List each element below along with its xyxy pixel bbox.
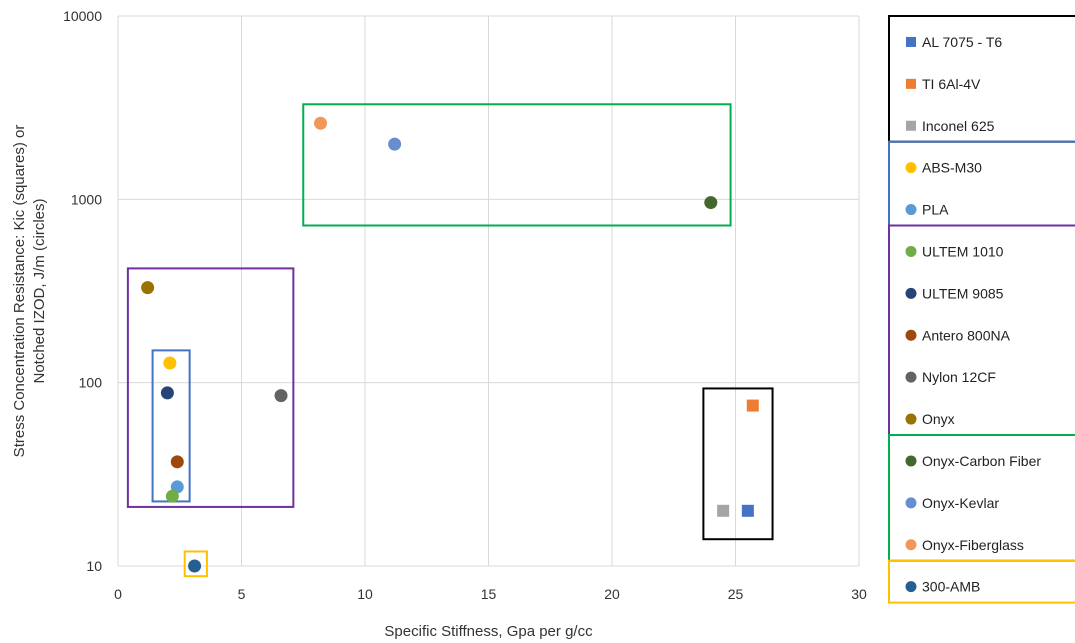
y-tick-label: 10: [86, 558, 102, 574]
y-axis-title-line: Stress Concentration Resistance: Kic (sq…: [11, 125, 28, 458]
x-tick-labels: 0 5 10 15 20 25 30: [114, 586, 867, 602]
y-axis-title-line: Notched IZOD, J/m (circles): [31, 198, 48, 383]
x-tick-label: 30: [851, 586, 867, 602]
x-tick-label: 10: [357, 586, 373, 602]
data-point-circle: [388, 137, 402, 151]
legend-label: Inconel 625: [922, 118, 995, 134]
data-points: [141, 116, 759, 573]
data-point-circle: [170, 455, 184, 469]
data-point-circle: [274, 389, 288, 403]
legend-marker-square: [906, 78, 916, 89]
data-point-square: [741, 504, 754, 517]
legend-marker-circle: [905, 204, 917, 216]
legend-marker-square: [906, 120, 916, 131]
x-axis-title: Specific Stiffness, Gpa per g/cc: [384, 623, 593, 640]
legend-label: Antero 800NA: [922, 327, 1011, 343]
legend-label: PLA: [922, 202, 949, 218]
legend-marker-circle: [905, 413, 917, 425]
legend-label: ABS-M30: [922, 160, 982, 176]
legend-label: Onyx-Fiberglass: [922, 537, 1024, 553]
data-point-circle: [188, 559, 202, 573]
x-tick-label: 25: [728, 586, 744, 602]
legend-label: TI 6Al-4V: [922, 76, 981, 92]
y-axis-title: Stress Concentration Resistance: Kic (sq…: [11, 125, 48, 458]
legend-label: Onyx: [922, 411, 955, 427]
group-box: [183, 550, 208, 578]
legend-label: ULTEM 9085: [922, 285, 1004, 301]
legend-marker-circle: [905, 287, 917, 299]
legend-marker-circle: [905, 245, 917, 257]
legend-label: AL 7075 - T6: [922, 34, 1002, 50]
legend-marker-circle: [905, 455, 917, 467]
y-tick-label: 1000: [71, 191, 102, 207]
y-tick-label: 10000: [63, 8, 102, 24]
legend-marker-circle: [905, 162, 917, 174]
legend-marker-circle: [905, 581, 917, 593]
x-tick-label: 15: [481, 586, 497, 602]
legend-marker-circle: [905, 329, 917, 341]
legend-label: Onyx-Kevlar: [922, 495, 999, 511]
group-box: [151, 349, 191, 503]
x-tick-label: 5: [238, 586, 246, 602]
legend-label: Onyx-Carbon Fiber: [922, 453, 1041, 469]
x-tick-label: 20: [604, 586, 620, 602]
group-boxes: [126, 103, 774, 578]
data-point-circle: [160, 386, 174, 400]
legend-label: Nylon 12CF: [922, 369, 996, 385]
data-point-square: [717, 504, 730, 517]
data-point-square: [746, 399, 759, 412]
legend-marker-circle: [905, 539, 917, 551]
legend-label: 300-AMB: [922, 579, 980, 595]
legend: AL 7075 - T6 TI 6Al-4V Inconel 625 ABS-M30 P…: [888, 15, 1075, 604]
data-point-circle: [163, 356, 177, 370]
grid: [117, 15, 860, 567]
data-point-circle: [141, 281, 155, 295]
legend-label: ULTEM 1010: [922, 243, 1004, 259]
y-tick-labels: 10 100 1000 10000: [63, 8, 102, 574]
legend-marker-circle: [905, 371, 917, 383]
data-point-circle: [165, 489, 179, 503]
legend-marker-square: [906, 36, 916, 47]
data-point-circle: [704, 196, 718, 210]
data-point-circle: [314, 116, 328, 130]
legend-group-box: [888, 140, 1075, 227]
y-tick-label: 100: [79, 375, 103, 391]
x-tick-label: 0: [114, 586, 122, 602]
legend-group-box: [888, 559, 1075, 604]
group-box: [702, 387, 774, 541]
group-box: [302, 103, 732, 227]
group-box: [126, 267, 295, 508]
legend-marker-circle: [905, 497, 917, 509]
